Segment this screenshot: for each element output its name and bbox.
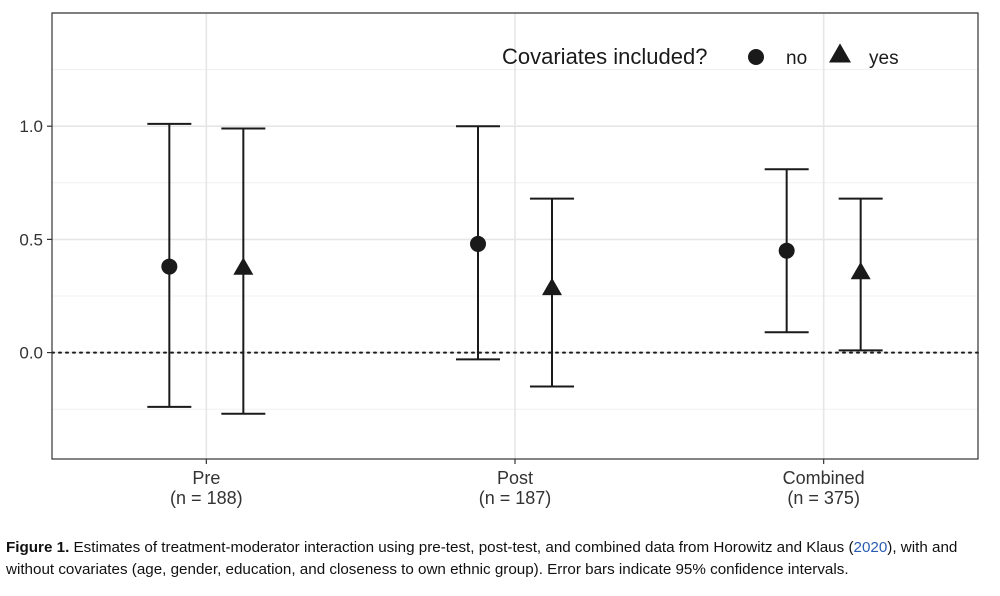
point-circle — [161, 258, 178, 275]
x-tick-sublabel: (n = 187) — [479, 488, 552, 508]
y-tick-label: 0.5 — [19, 230, 43, 249]
x-tick-label: Post — [497, 468, 533, 488]
caption-text-end: ), with and without covariates (age, gen… — [6, 539, 958, 578]
legend-label: no — [786, 48, 807, 69]
x-tick-sublabel: (n = 375) — [787, 488, 860, 508]
legend-key-triangle — [829, 43, 851, 63]
x-tick-sublabel: (n = 188) — [170, 488, 243, 508]
y-tick-label: 1.0 — [19, 117, 43, 136]
legend-key-circle — [748, 49, 764, 65]
x-tick-label: Pre — [192, 468, 220, 488]
y-tick-label: 0.0 — [19, 344, 43, 363]
x-tick-label: Combined — [783, 468, 865, 488]
point-triangle — [233, 257, 254, 275]
point-circle — [470, 235, 486, 252]
chart: 0.0 0.5 1.0 Pre(n = 188) Post(n = 187) Combin… — [19, 12, 979, 508]
point-triangle — [850, 261, 871, 280]
figure-caption: Figure 1. Estimates of treatment-moderat… — [6, 537, 996, 581]
caption-text: Estimates of treatment-moderator interac… — [69, 539, 854, 556]
point-triangle — [542, 277, 562, 296]
point-circle — [778, 242, 795, 259]
legend-title: Covariates included? — [502, 44, 707, 69]
legend-label: yes — [869, 48, 899, 69]
caption-citation-link[interactable]: 2020 — [853, 539, 888, 556]
caption-label: Figure 1. — [6, 539, 70, 556]
